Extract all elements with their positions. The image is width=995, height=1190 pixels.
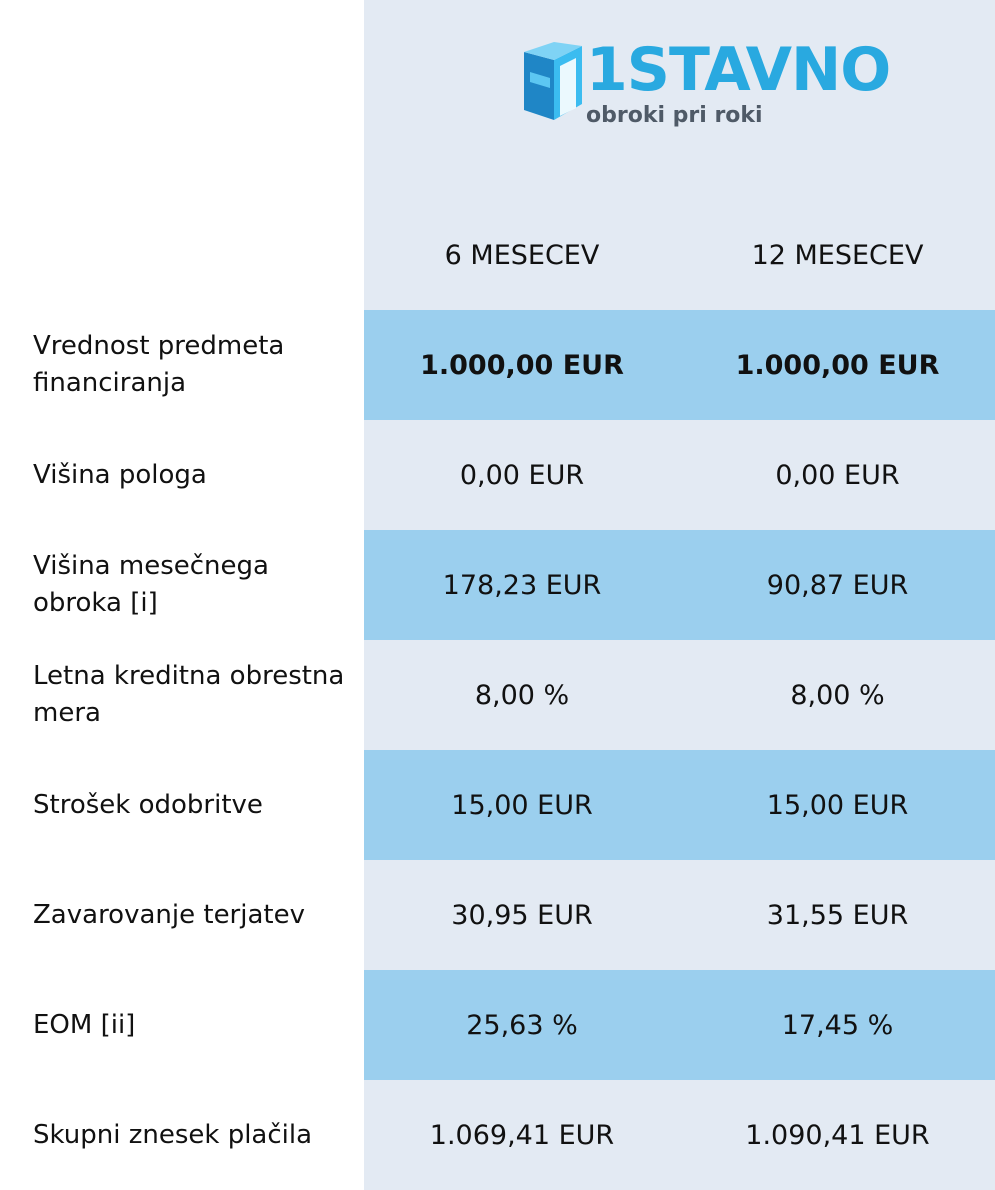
value-6-months: 8,00 % [474, 679, 570, 711]
table-row: Višina pologa 0,00 EUR 0,00 EUR [0, 420, 995, 530]
value-6-months: 15,00 EUR [451, 789, 593, 821]
value-6-months: 25,63 % [466, 1009, 578, 1041]
brand-logo: 1STAVNO obroki pri roki [520, 35, 891, 140]
value-12-months: 17,45 % [781, 1009, 894, 1041]
row-label: Višina mesečnega obroka [i] [33, 551, 269, 618]
value-12-months: 15,00 EUR [766, 789, 909, 821]
logo-wordmark: 1STAVNO [586, 35, 891, 105]
table-row: Višina mesečnega obroka [i] 178,23 EUR 9… [0, 530, 995, 640]
value-12-months: 90,87 EUR [766, 569, 909, 601]
row-label: Zavarovanje terjatev [33, 899, 305, 930]
logo-cube-icon [524, 42, 582, 120]
value-12-months: 8,00 % [790, 679, 885, 711]
table-row: Letna kreditna obrestna mera 8,00 % 8,00… [0, 640, 995, 750]
table-row: Strošek odobritve 15,00 EUR 15,00 EUR [0, 750, 995, 860]
row-label: Višina pologa [33, 459, 207, 490]
row-label: Letna kreditna obrestna mera [33, 661, 345, 728]
value-12-months: 1.000,00 EUR [735, 349, 940, 381]
column-header-12: 12 MESECEV [751, 240, 924, 271]
table-row: EOM [ii] 25,63 % 17,45 % [0, 970, 995, 1080]
value-6-months: 1.000,00 EUR [420, 349, 624, 381]
value-6-months: 0,00 EUR [459, 459, 585, 491]
value-6-months: 1.069,41 EUR [429, 1119, 615, 1151]
row-label: Strošek odobritve [33, 789, 263, 820]
table-row: Zavarovanje terjatev 30,95 EUR 31,55 EUR [0, 860, 995, 970]
row-label: Skupni znesek plačila [33, 1119, 313, 1150]
column-header-6: 6 MESECEV [444, 240, 600, 271]
value-12-months: 1.090,41 EUR [745, 1119, 930, 1151]
value-6-months: 178,23 EUR [442, 569, 602, 601]
value-12-months: 31,55 EUR [766, 899, 909, 931]
row-label: Vrednost predmeta financiranja [33, 331, 285, 398]
row-label: EOM [ii] [33, 1009, 136, 1040]
value-6-months: 30,95 EUR [451, 899, 593, 931]
table-row: Vrednost predmeta financiranja 1.000,00 … [0, 310, 995, 420]
table-row: Skupni znesek plačila 1.069,41 EUR 1.090… [0, 1080, 995, 1190]
logo-tagline: obroki pri roki [586, 103, 763, 128]
value-12-months: 0,00 EUR [775, 459, 900, 491]
